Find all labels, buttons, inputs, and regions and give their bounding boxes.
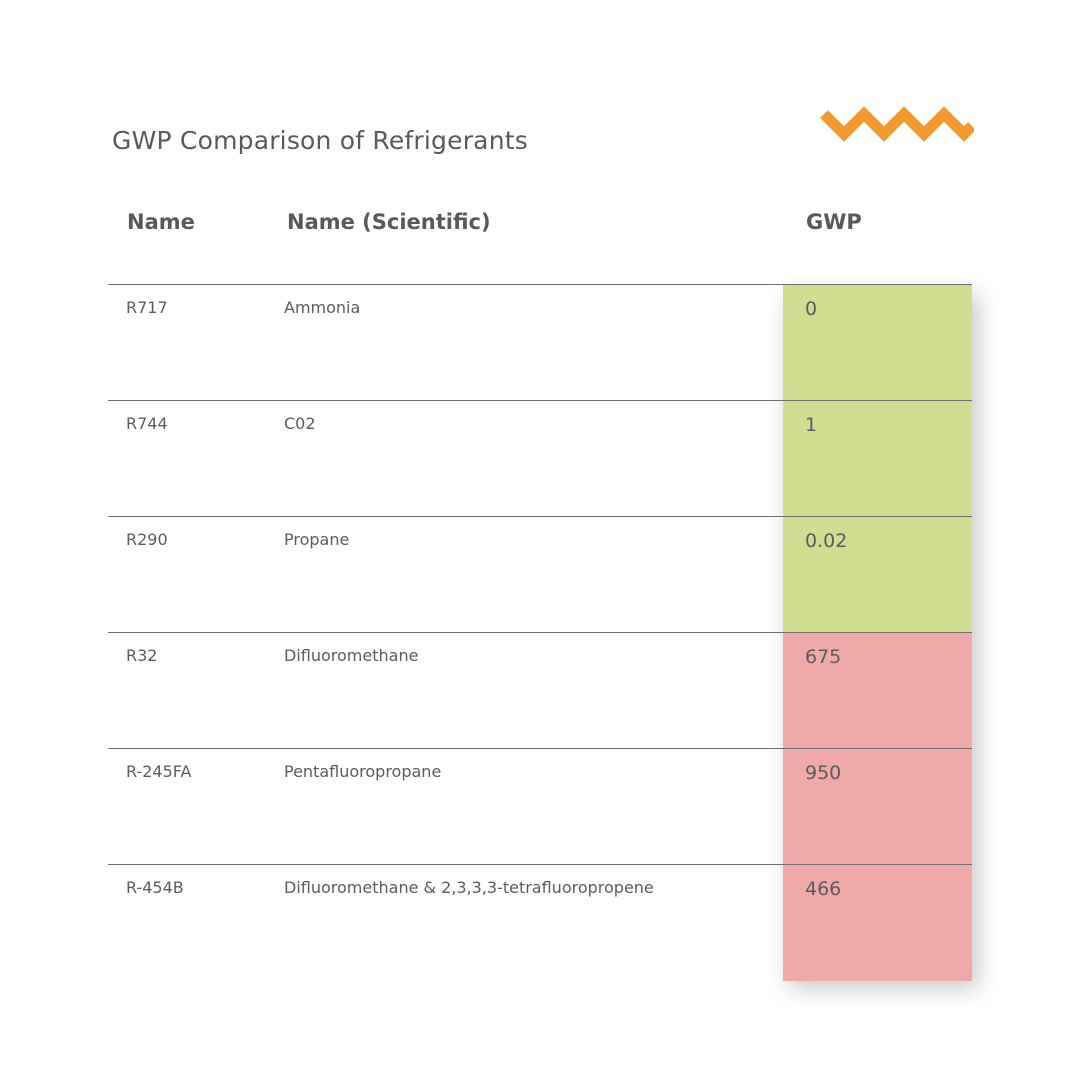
gwp-cell: 0.02 [783,517,972,633]
column-header-scientific: Name (Scientific) [287,210,491,234]
gwp-value: 950 [805,762,842,784]
zigzag-logo-icon [820,106,974,142]
scientific-name: Difluoromethane [284,646,419,665]
table-row: 466 R-454B Difluoromethane & 2,3,3,3-tetra… [108,864,972,981]
gwp-value: 466 [805,878,842,900]
table-row: 0.02 R290 Propane [108,516,972,633]
gwp-cell: 950 [783,749,972,865]
page-title: GWP Comparison of Refrigerants [112,126,528,155]
refrigerant-name: R-454B [126,878,184,897]
refrigerant-name: R290 [126,530,168,549]
table-row: 1 R744 C02 [108,400,972,517]
scientific-name: Propane [284,530,350,549]
refrigerant-name: R744 [126,414,168,433]
gwp-value: 0.02 [805,530,848,552]
gwp-cell: 0 [783,285,972,401]
refrigerant-name: R-245FA [126,762,192,781]
gwp-value: 675 [805,646,842,668]
scientific-name: Pentafluoropropane [284,762,442,781]
table-row: 675 R32 Difluoromethane [108,632,972,749]
scientific-name: C02 [284,414,316,433]
table-row: 950 R-245FA Pentafluoropropane [108,748,972,865]
table-row: 0 R717 Ammonia [108,284,972,401]
scientific-name: Difluoromethane & 2,3,3,3-tetrafluoropro… [284,878,654,897]
gwp-cell: 675 [783,633,972,749]
refrigerant-name: R32 [126,646,158,665]
gwp-cell: 1 [783,401,972,517]
gwp-cell: 466 [783,865,972,981]
column-header-gwp: GWP [806,210,862,234]
column-header-name: Name [127,210,195,234]
refrigerant-name: R717 [126,298,168,317]
gwp-value: 1 [805,414,818,436]
gwp-value: 0 [805,298,818,320]
scientific-name: Ammonia [284,298,361,317]
